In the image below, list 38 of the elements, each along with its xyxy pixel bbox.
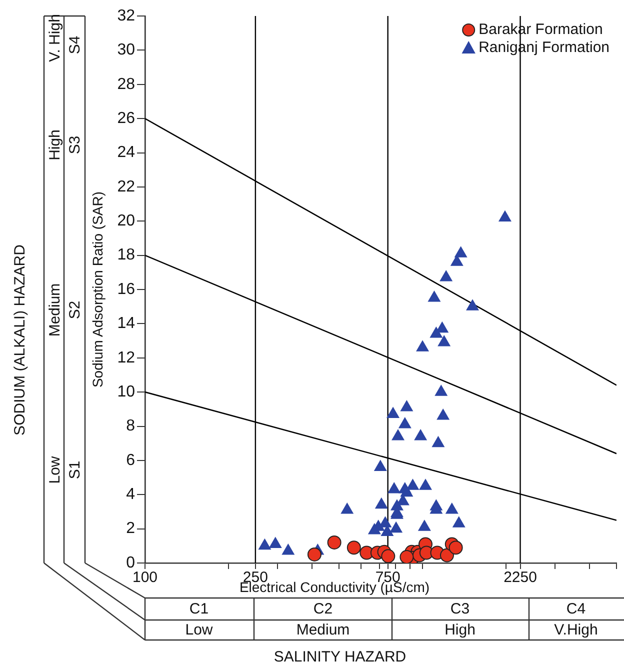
text: S1 <box>66 460 84 480</box>
text: V. High <box>46 14 64 62</box>
y-tick-label: 4 <box>126 486 136 504</box>
y-tick-label: 18 <box>117 246 136 264</box>
text: V.High <box>554 622 598 638</box>
x-tick-label: 2250 <box>504 569 537 586</box>
text: Medium <box>46 283 64 337</box>
text: S4 <box>66 36 84 54</box>
y-axis-title: Sodium Adsorption Ratio (SAR) <box>89 191 106 388</box>
y-tick-label: 2 <box>126 520 136 538</box>
text: S2 <box>66 300 84 320</box>
text: C4 <box>566 600 586 618</box>
y-tick-label: 10 <box>117 383 136 400</box>
y-tick-label: 28 <box>117 76 136 93</box>
y-tick-label: 22 <box>117 178 136 196</box>
y-tick-label: 20 <box>117 212 136 230</box>
y-tick-label: 12 <box>117 349 136 366</box>
text: Low <box>46 456 64 484</box>
y-tick-label: 14 <box>117 315 136 332</box>
y-tick-label: 24 <box>117 144 136 162</box>
text: C3 <box>450 600 470 618</box>
y-tick-label: 16 <box>117 280 136 298</box>
text: High <box>444 622 476 638</box>
text: SALINITY HAZARD <box>274 648 406 666</box>
y-tick-label: 26 <box>117 110 136 127</box>
x-tick-label: 100 <box>132 569 158 586</box>
text: C1 <box>189 600 209 618</box>
y-tick-label: 8 <box>126 418 136 435</box>
y-tick-label: 0 <box>126 554 136 572</box>
y-tick-label: 30 <box>117 42 136 59</box>
text: C2 <box>313 600 333 618</box>
y-tick-label: 32 <box>117 7 136 24</box>
text: High <box>46 130 64 160</box>
text: Medium <box>296 622 350 638</box>
y-tick-label: 6 <box>126 452 136 469</box>
text: Low <box>185 622 213 638</box>
text: S3 <box>66 136 84 154</box>
text: SODIUM (ALKALI) HAZARD <box>12 244 28 436</box>
